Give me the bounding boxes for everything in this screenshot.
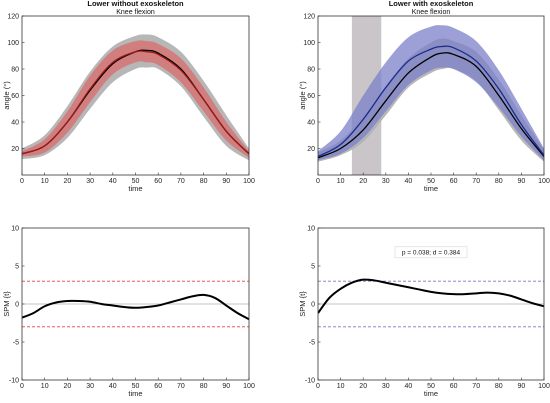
plot-area bbox=[22, 280, 249, 328]
y-axis-label: SPM {t} bbox=[2, 291, 11, 317]
y-tick-label: 0 bbox=[311, 302, 315, 309]
y-axis-label: angle (°) bbox=[298, 81, 307, 110]
x-tick-label: 80 bbox=[200, 178, 208, 185]
chart-panel-4: 0 10 20 30 40 50 60 70 80 90 100 -10 -5 0 5 10 time SPM {… bbox=[298, 226, 550, 399]
y-tick-label: 5 bbox=[15, 264, 19, 271]
x-axis-label: time bbox=[424, 389, 438, 398]
y-axis-label: angle (°) bbox=[2, 81, 11, 110]
x-tick-label: 20 bbox=[359, 178, 367, 185]
x-tick-label: 40 bbox=[109, 383, 117, 390]
sd-band-condition bbox=[318, 25, 544, 161]
x-tick-label: 90 bbox=[518, 383, 526, 390]
x-tick-label: 20 bbox=[359, 383, 367, 390]
chart-title: Lower with exoskeleton bbox=[389, 0, 474, 8]
y-tick-label: 10 bbox=[11, 226, 19, 233]
x-tick-label: 70 bbox=[472, 383, 480, 390]
y-tick-label: -10 bbox=[305, 378, 315, 385]
x-tick-label: 80 bbox=[495, 383, 503, 390]
mean-line-condition bbox=[22, 50, 249, 155]
x-tick-label: 0 bbox=[316, 178, 320, 185]
chart-panel-2: 0 10 20 30 40 50 60 70 80 90 100 20 40 60 80 100 120 time… bbox=[298, 0, 550, 193]
x-tick-label: 20 bbox=[64, 178, 72, 185]
y-tick-label: 40 bbox=[307, 120, 315, 127]
x-tick-label: 80 bbox=[495, 178, 503, 185]
y-tick-label: 100 bbox=[7, 40, 19, 47]
plot-area bbox=[318, 16, 544, 175]
y-axis-label: SPM {t} bbox=[298, 291, 307, 317]
mean-line-spm bbox=[22, 293, 249, 321]
x-axis-label: time bbox=[424, 184, 438, 193]
x-tick-label: 50 bbox=[132, 178, 140, 185]
y-tick-label: 10 bbox=[307, 226, 315, 233]
x-tick-label: 70 bbox=[472, 178, 480, 185]
x-axis-label: time bbox=[128, 389, 142, 398]
mean-line-reference bbox=[318, 52, 544, 159]
chart-panel-1: 0 10 20 30 40 50 60 70 80 90 100 20 40 60 80 100 120 time… bbox=[2, 0, 255, 193]
x-tick-label: 60 bbox=[450, 178, 458, 185]
y-tick-label: 0 bbox=[15, 302, 19, 309]
chart-subtitle: Knee flexion bbox=[116, 9, 155, 16]
y-tick-label: 120 bbox=[7, 14, 19, 21]
x-tick-label: 10 bbox=[337, 178, 345, 185]
x-tick-label: 100 bbox=[243, 178, 255, 185]
x-tick-label: 10 bbox=[41, 178, 49, 185]
x-tick-label: 20 bbox=[64, 383, 72, 390]
x-tick-label: 70 bbox=[177, 383, 185, 390]
x-tick-label: 60 bbox=[450, 383, 458, 390]
y-tick-label: 5 bbox=[311, 264, 315, 271]
y-tick-label: -5 bbox=[13, 340, 19, 347]
plot-area bbox=[22, 34, 249, 161]
y-tick-label: 60 bbox=[11, 93, 19, 100]
x-tick-label: 0 bbox=[316, 383, 320, 390]
x-tick-label: 10 bbox=[41, 383, 49, 390]
x-tick-label: 30 bbox=[382, 178, 390, 185]
x-tick-label: 50 bbox=[427, 178, 435, 185]
chart-title: Lower without exoskeleton bbox=[87, 0, 184, 8]
x-tick-label: 50 bbox=[132, 383, 140, 390]
x-tick-label: 10 bbox=[337, 383, 345, 390]
x-tick-label: 90 bbox=[222, 178, 230, 185]
chart-subtitle: Knee flexion bbox=[412, 9, 451, 16]
x-tick-label: 30 bbox=[382, 383, 390, 390]
x-tick-label: 100 bbox=[538, 178, 550, 185]
y-tick-label: 100 bbox=[303, 40, 315, 47]
x-tick-label: 0 bbox=[20, 383, 24, 390]
y-tick-label: 20 bbox=[307, 146, 315, 153]
x-tick-label: 60 bbox=[154, 383, 162, 390]
x-tick-label: 40 bbox=[405, 178, 413, 185]
x-tick-label: 40 bbox=[405, 383, 413, 390]
x-tick-label: 70 bbox=[177, 178, 185, 185]
x-tick-label: 90 bbox=[222, 383, 230, 390]
y-tick-label: 40 bbox=[11, 120, 19, 127]
y-tick-label: 120 bbox=[303, 14, 315, 21]
x-axis-label: time bbox=[128, 184, 142, 193]
annotation-text: p = 0.038; d = 0.384 bbox=[402, 250, 461, 257]
x-tick-label: 50 bbox=[427, 383, 435, 390]
x-tick-label: 100 bbox=[538, 383, 550, 390]
y-tick-label: 80 bbox=[307, 67, 315, 74]
y-tick-label: -5 bbox=[309, 340, 315, 347]
y-tick-label: 60 bbox=[307, 93, 315, 100]
sd-band-reference bbox=[22, 34, 249, 161]
x-tick-label: 30 bbox=[86, 178, 94, 185]
y-tick-label: 80 bbox=[11, 67, 19, 74]
y-tick-label: -10 bbox=[9, 378, 19, 385]
x-tick-label: 90 bbox=[518, 178, 526, 185]
mean-line-condition bbox=[318, 45, 544, 158]
plot-area bbox=[318, 278, 544, 328]
x-tick-label: 100 bbox=[243, 383, 255, 390]
x-tick-label: 0 bbox=[20, 178, 24, 185]
x-tick-label: 40 bbox=[109, 178, 117, 185]
x-tick-label: 80 bbox=[200, 383, 208, 390]
x-tick-label: 60 bbox=[154, 178, 162, 185]
chart-panel-3: 0 10 20 30 40 50 60 70 80 90 100 -10 -5 0 5 10 time SPM {… bbox=[2, 226, 255, 399]
mean-line-spm bbox=[318, 278, 544, 314]
y-tick-label: 20 bbox=[11, 146, 19, 153]
annotation-box bbox=[394, 246, 468, 259]
x-tick-label: 30 bbox=[86, 383, 94, 390]
